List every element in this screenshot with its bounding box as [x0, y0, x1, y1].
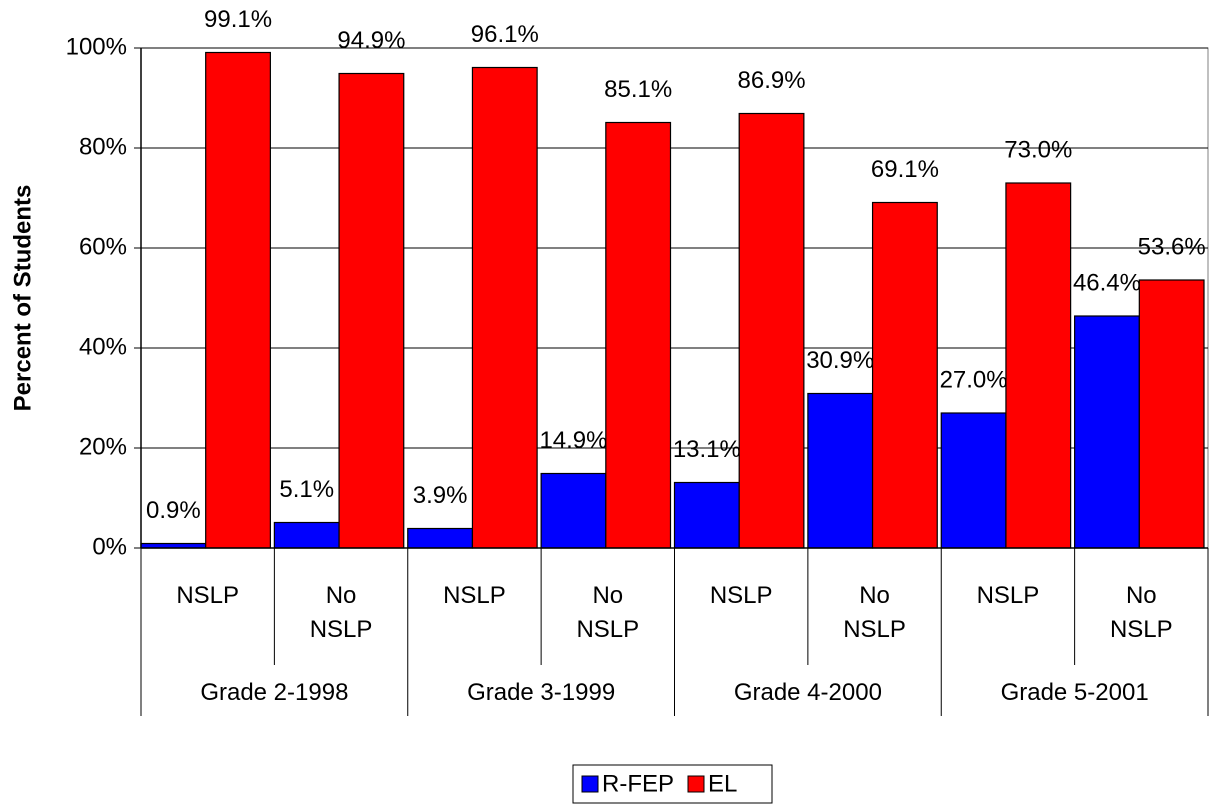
x-tick-label: No NSLP: [309, 582, 373, 643]
value-label: 5.1%: [279, 476, 334, 503]
legend-swatch: [581, 775, 599, 793]
x-tick-label: NSLP: [976, 582, 1040, 609]
x-tick-label: No NSLP: [576, 582, 640, 643]
value-label: 13.1%: [673, 436, 741, 463]
bar: [605, 121, 672, 549]
bar: [1074, 315, 1140, 549]
value-label: 96.1%: [471, 21, 539, 48]
value-label: 86.9%: [738, 67, 806, 94]
y-tick-label: 20%: [79, 433, 127, 460]
value-label: 3.9%: [413, 482, 468, 509]
value-label: 0.9%: [146, 497, 201, 524]
value-label: 27.0%: [940, 366, 1008, 393]
x-tick-label: NSLP: [176, 582, 240, 609]
value-label: 53.6%: [1138, 233, 1206, 260]
bar: [1005, 182, 1072, 549]
x-tick-label: No NSLP: [1109, 582, 1173, 643]
bar: [205, 51, 271, 549]
bar: [807, 392, 874, 549]
bar: [471, 66, 538, 549]
x-tick-label: No NSLP: [843, 582, 906, 643]
y-axis-title: Percent of Students: [9, 185, 36, 412]
group-label: Grade 2-1998: [200, 679, 349, 706]
y-tick-label: 80%: [79, 133, 127, 160]
y-tick-label: 100%: [66, 33, 127, 60]
x-tick-label: NSLP: [709, 582, 773, 609]
legend-box: [572, 764, 773, 804]
group-label: Grade 4-2000: [733, 679, 882, 706]
legend-label: EL: [708, 770, 737, 797]
bar: [940, 412, 1007, 549]
bar: [738, 112, 805, 549]
x-tick-label: NSLP: [443, 582, 506, 609]
legend-swatch: [687, 775, 705, 793]
value-label: 14.9%: [539, 427, 607, 454]
bar: [540, 472, 607, 549]
value-label: 85.1%: [604, 76, 672, 103]
bar: [273, 521, 340, 549]
bar: [673, 481, 740, 549]
group-label: Grade 5-2001: [1000, 679, 1149, 706]
bar: [1138, 279, 1205, 549]
y-tick-label: 40%: [79, 333, 127, 360]
bar: [871, 201, 938, 549]
value-label: 99.1%: [204, 6, 272, 33]
group-label: Grade 3-1999: [467, 679, 616, 706]
value-label: 73.0%: [1004, 136, 1072, 163]
bar: [338, 72, 405, 549]
value-label: 46.4%: [1073, 269, 1141, 296]
value-label: 69.1%: [871, 156, 939, 183]
bar: [407, 527, 474, 549]
y-tick-label: 60%: [79, 233, 127, 260]
value-label: 94.9%: [337, 27, 405, 54]
value-label: 30.9%: [806, 347, 874, 374]
y-tick-label: 0%: [92, 533, 127, 560]
legend-label: R-FEP: [602, 770, 674, 797]
